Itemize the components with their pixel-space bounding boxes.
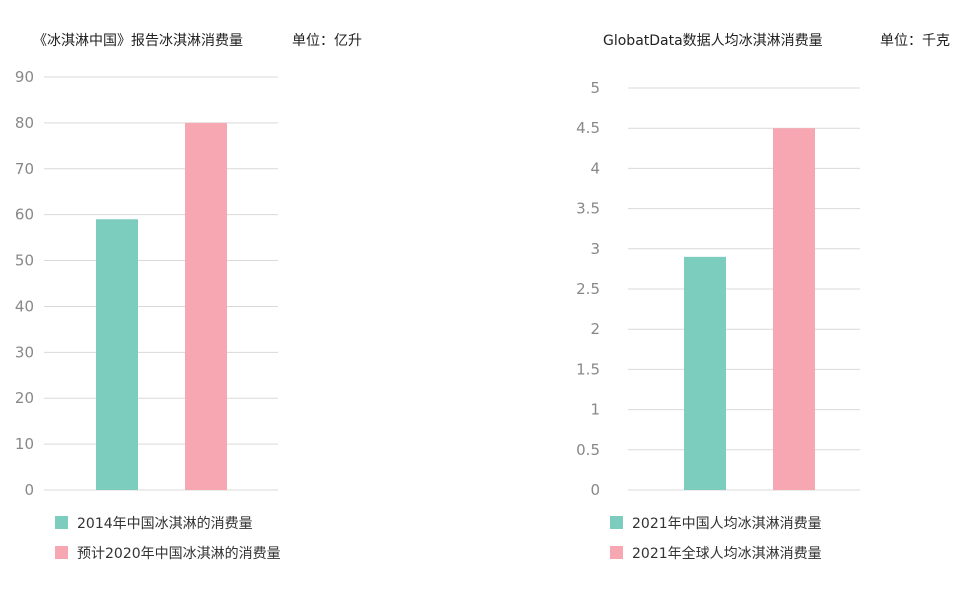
right-y-tick-label: 5 [590,79,600,97]
left-chart-y-ticks: 0 10 20 30 40 50 60 70 80 90 [15,68,34,499]
right-legend-label-1: 2021年中国人均冰淇淋消费量 [632,516,822,532]
right-y-tick-label: 2 [590,320,600,338]
right-y-tick-label: 1 [590,401,600,419]
right-chart-title: GlobatData数据人均冰淇淋消费量 [603,33,823,49]
left-legend-swatch-1 [55,516,68,529]
right-y-tick-label: 4.5 [576,119,600,137]
right-bar-2 [773,128,815,490]
left-y-tick-label: 0 [24,481,34,499]
right-chart-bars [684,128,815,490]
right-chart-y-ticks: 0 0.5 1 1.5 2 2.5 3 3.5 4 4.5 5 [576,79,600,499]
left-chart-unit: 单位：亿升 [292,33,362,49]
right-y-tick-label: 0.5 [576,441,600,459]
left-y-tick-label: 50 [15,252,34,270]
right-chart-legend: 2021年中国人均冰淇淋消费量 2021年全球人均冰淇淋消费量 [610,516,822,562]
left-y-tick-label: 10 [15,435,34,453]
left-chart: 《冰淇淋中国》报告冰淇淋消费量 单位：亿升 0 10 20 30 40 50 60 70 80 9… [15,33,362,562]
right-y-tick-label: 4 [590,159,600,177]
left-bar-1 [96,219,138,490]
left-y-tick-label: 60 [15,206,34,224]
left-legend-swatch-2 [55,546,68,559]
left-y-tick-label: 40 [15,297,34,315]
right-chart-unit: 单位：千克 [880,33,950,49]
right-y-tick-label: 3.5 [576,200,600,218]
right-chart-gridlines [628,87,860,491]
right-legend-swatch-1 [610,516,623,529]
left-y-tick-label: 80 [15,114,34,132]
left-chart-gridlines [44,76,278,491]
left-legend-label-2: 预计2020年中国冰淇淋的消费量 [77,546,281,562]
right-y-tick-label: 0 [590,481,600,499]
right-legend-label-2: 2021年全球人均冰淇淋消费量 [632,545,822,562]
right-y-tick-label: 3 [590,240,600,258]
left-y-tick-label: 70 [15,160,34,178]
left-bar-2 [185,122,227,490]
left-y-tick-label: 20 [15,389,34,407]
right-chart: GlobatData数据人均冰淇淋消费量 单位：千克 0 0.5 1 1.5 2 2.5 3… [576,33,950,562]
right-y-tick-label: 2.5 [576,280,600,298]
left-y-tick-label: 30 [15,343,34,361]
left-y-tick-label: 90 [15,68,34,86]
right-y-tick-label: 1.5 [576,360,600,378]
right-legend-swatch-2 [610,546,623,559]
left-chart-title: 《冰淇淋中国》报告冰淇淋消费量 [33,33,243,49]
left-legend-label-1: 2014年中国冰淇淋的消费量 [77,516,253,532]
right-bar-1 [684,256,726,490]
left-chart-bars [96,122,227,490]
